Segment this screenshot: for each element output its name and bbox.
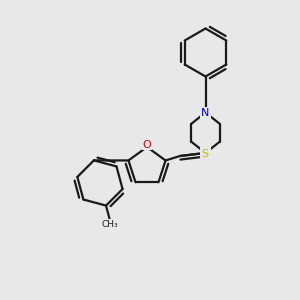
Text: CH₃: CH₃ (102, 220, 118, 229)
Text: O: O (142, 140, 152, 150)
Text: N: N (201, 107, 210, 118)
Text: S: S (201, 148, 208, 159)
Text: N: N (201, 148, 210, 158)
